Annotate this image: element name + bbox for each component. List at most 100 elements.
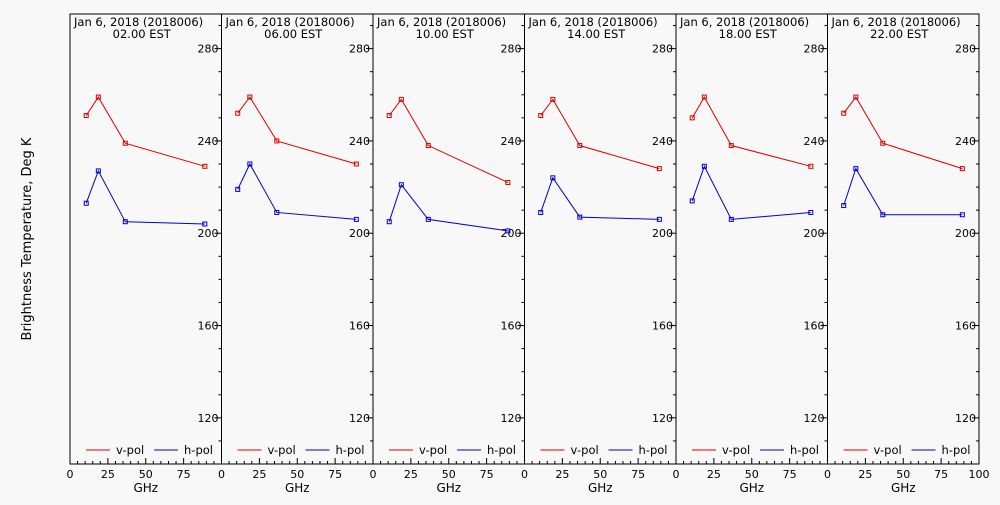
y-tick-label: 200 <box>501 227 522 240</box>
data-point-h-pol <box>274 209 280 215</box>
y-tick-label: 200 <box>349 227 370 240</box>
y-tick-label: 120 <box>349 412 370 425</box>
series-line-v-pol <box>237 96 357 165</box>
series-line-h-pol <box>388 183 508 232</box>
x-tick-label: 25 <box>252 468 266 481</box>
y-tick-label: 120 <box>652 412 673 425</box>
data-point-h-pol <box>841 203 847 209</box>
series-line-v-pol <box>85 96 205 167</box>
panel-title-date: Jan 6, 2018 (2018006) <box>528 15 658 29</box>
y-tick-label: 160 <box>349 320 370 333</box>
data-point-h-pol <box>505 228 511 234</box>
data-point-h-pol <box>808 209 814 215</box>
y-tick-label: 240 <box>198 135 219 148</box>
x-tick-label: 25 <box>404 468 418 481</box>
x-axis-label: GHz <box>285 481 310 495</box>
x-axis-label: GHz <box>133 481 158 495</box>
y-tick-label: 200 <box>198 227 219 240</box>
x-tick-label: 0 <box>218 468 225 481</box>
x-tick-label: 50 <box>593 468 607 481</box>
data-point-h-pol <box>425 216 431 222</box>
data-point-v-pol <box>701 94 707 100</box>
x-tick-label: 75 <box>934 468 948 481</box>
legend-label-v-pol: v-pol <box>722 443 750 457</box>
y-axis-label: Brightness Temperature, Deg K <box>20 137 35 340</box>
data-point-h-pol <box>398 182 404 188</box>
data-point-v-pol <box>656 166 662 172</box>
y-tick-label: 160 <box>198 320 219 333</box>
panel-title-date: Jan 6, 2018 (2018006) <box>73 15 203 29</box>
x-tick-label: 0 <box>521 468 528 481</box>
panel-title-time: 02.00 EST <box>113 27 172 41</box>
x-tick-label: 25 <box>707 468 721 481</box>
x-tick-label: 25 <box>101 468 115 481</box>
legend-label-h-pol: h-pol <box>336 443 365 457</box>
x-tick-label: 75 <box>631 468 645 481</box>
x-axis-label: GHz <box>739 481 764 495</box>
x-axis-label: GHz <box>891 481 916 495</box>
data-point-h-pol <box>247 161 253 167</box>
data-point-v-pol <box>202 163 208 169</box>
panel-title-time: 10.00 EST <box>416 27 475 41</box>
y-tick-label: 280 <box>198 43 219 56</box>
panel-title-date: Jan 6, 2018 (2018006) <box>376 15 506 29</box>
data-point-v-pol <box>538 113 544 119</box>
y-tick-label: 120 <box>955 412 976 425</box>
x-tick-label: 75 <box>328 468 342 481</box>
y-tick-label: 280 <box>652 43 673 56</box>
data-point-h-pol <box>538 209 544 215</box>
data-point-h-pol <box>353 216 359 222</box>
data-point-v-pol <box>689 115 695 121</box>
data-point-v-pol <box>83 113 89 119</box>
y-tick-label: 120 <box>198 412 219 425</box>
x-tick-label: 25 <box>555 468 569 481</box>
data-point-v-pol <box>247 94 253 100</box>
x-tick-label: 50 <box>139 468 153 481</box>
data-point-h-pol <box>656 216 662 222</box>
x-tick-label: 25 <box>858 468 872 481</box>
legend-label-v-pol: v-pol <box>419 443 447 457</box>
y-tick-label: 280 <box>501 43 522 56</box>
data-point-h-pol <box>577 214 583 220</box>
data-point-v-pol <box>841 110 847 116</box>
x-tick-label: 50 <box>442 468 456 481</box>
series-line-v-pol <box>691 96 811 167</box>
panel-title-time: 18.00 EST <box>719 27 778 41</box>
series-line-v-pol <box>388 98 509 183</box>
legend-label-v-pol: v-pol <box>874 443 902 457</box>
data-point-h-pol <box>202 221 208 227</box>
x-tick-label: 50 <box>290 468 304 481</box>
data-point-h-pol <box>728 216 734 222</box>
panel-title-time: 22.00 EST <box>870 27 929 41</box>
data-point-v-pol <box>235 110 241 116</box>
data-point-h-pol <box>550 175 556 181</box>
y-tick-label: 120 <box>804 412 825 425</box>
data-point-v-pol <box>122 140 128 146</box>
data-point-v-pol <box>959 166 965 172</box>
data-point-v-pol <box>550 96 556 102</box>
y-tick-label: 240 <box>804 135 825 148</box>
data-point-h-pol <box>701 163 707 169</box>
y-tick-label: 280 <box>955 43 976 56</box>
y-tick-label: 200 <box>955 227 976 240</box>
data-point-h-pol <box>235 186 241 192</box>
y-tick-label: 240 <box>501 135 522 148</box>
data-point-h-pol <box>386 219 392 225</box>
x-axis-label: GHz <box>588 481 613 495</box>
data-point-h-pol <box>880 212 886 218</box>
x-tick-label: 50 <box>745 468 759 481</box>
series-line-h-pol <box>843 167 963 216</box>
legend-label-v-pol: v-pol <box>268 443 296 457</box>
x-tick-label: 75 <box>783 468 797 481</box>
data-point-h-pol <box>853 166 859 172</box>
data-point-v-pol <box>353 161 359 167</box>
x-tick-label: 0 <box>824 468 831 481</box>
x-tick-label: 75 <box>480 468 494 481</box>
x-tick-label: 0 <box>370 468 377 481</box>
y-tick-label: 160 <box>804 320 825 333</box>
data-point-v-pol <box>808 163 814 169</box>
y-tick-label: 240 <box>652 135 673 148</box>
legend-label-h-pol: h-pol <box>487 443 516 457</box>
panel-title-date: Jan 6, 2018 (2018006) <box>831 15 961 29</box>
